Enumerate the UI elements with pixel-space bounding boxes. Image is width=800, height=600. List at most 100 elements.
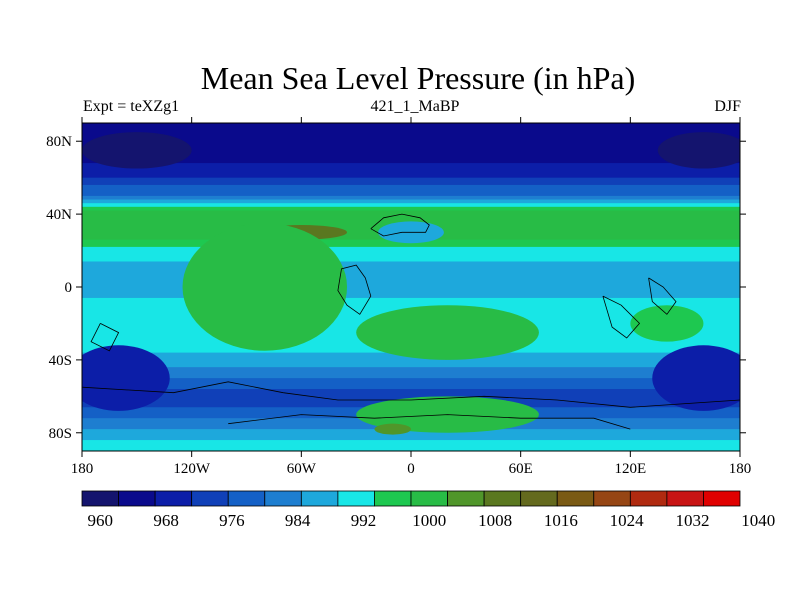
pressure-band xyxy=(82,301,740,306)
pressure-band xyxy=(82,181,740,186)
y-tick-label: 40S xyxy=(49,353,72,369)
x-tick-label: 60W xyxy=(287,461,317,477)
colorbar-swatch xyxy=(374,490,412,507)
pressure-band xyxy=(82,195,740,201)
pressure-band xyxy=(82,246,740,252)
pressure-band xyxy=(82,133,740,139)
pressure-band xyxy=(82,363,740,368)
pressure-band xyxy=(82,265,740,270)
pressure-cell xyxy=(652,345,740,411)
pressure-band xyxy=(82,163,740,168)
pressure-field xyxy=(82,123,740,451)
coastline-segment xyxy=(337,264,372,315)
colorbar-swatch xyxy=(337,490,375,507)
pressure-band xyxy=(82,436,740,441)
colorbar-label: 992 xyxy=(351,511,377,530)
pressure-band xyxy=(82,370,740,376)
coastlines xyxy=(82,213,740,430)
pressure-band xyxy=(82,447,740,451)
colorbar-swatch xyxy=(520,490,558,507)
coastline-segment xyxy=(90,323,120,352)
pressure-cell xyxy=(657,132,740,169)
pressure-band xyxy=(82,385,740,390)
pressure-cell xyxy=(82,345,170,411)
y-tick-label: 40N xyxy=(46,207,72,223)
colorbar-swatch xyxy=(447,490,485,507)
colorbar-swatch xyxy=(410,490,448,507)
colorbar-label: 968 xyxy=(153,511,179,530)
pressure-band xyxy=(82,392,740,397)
pressure-band xyxy=(82,279,740,284)
coastline-segment xyxy=(228,414,631,430)
colorbar-swatch xyxy=(703,490,741,507)
run-label: 421_1_MaBP xyxy=(370,98,460,115)
pressure-band xyxy=(82,378,740,383)
pressure-band xyxy=(82,287,740,292)
pressure-band xyxy=(82,261,740,266)
coastline-segment xyxy=(648,277,677,315)
pressure-band xyxy=(82,144,740,150)
pressure-band xyxy=(82,276,740,281)
pressure-band xyxy=(82,166,740,171)
colorbar-swatch xyxy=(300,490,339,507)
pressure-band xyxy=(82,297,740,303)
colorbar-swatch xyxy=(483,490,522,507)
colorbar-label: 1016 xyxy=(544,511,578,530)
pressure-band xyxy=(82,283,740,288)
pressure-band xyxy=(82,155,740,161)
pressure-band xyxy=(82,148,740,153)
colorbar-swatch xyxy=(666,490,704,507)
pressure-band xyxy=(82,184,740,190)
figure-title: Mean Sea Level Pressure (in hPa) xyxy=(200,60,636,96)
x-tick-label: 180 xyxy=(71,461,94,477)
y-tick-label: 80N xyxy=(46,134,72,150)
pressure-band xyxy=(82,381,740,386)
colorbar-label: 976 xyxy=(219,511,245,530)
x-tick-label: 120E xyxy=(614,461,646,477)
pressure-band xyxy=(82,217,740,222)
coastline-segment xyxy=(602,295,641,339)
pressure-band xyxy=(82,177,740,182)
pressure-band xyxy=(82,126,740,131)
pressure-band xyxy=(82,356,740,361)
pressure-band xyxy=(82,206,740,212)
y-tick-label: 80S xyxy=(49,426,72,442)
colorbar-swatch xyxy=(556,490,595,507)
pressure-band xyxy=(82,188,740,193)
pressure-band xyxy=(82,210,740,215)
axes: 180 120W 60W 0 60E 120E 180 80N 40N 0 40S 80S xyxy=(46,117,751,477)
pressure-band xyxy=(82,367,740,372)
colorbar: 960 968 976 984 992 1000 1008 1016 1024 1032 1040 xyxy=(81,490,775,530)
colorbar-label: 1008 xyxy=(478,511,512,530)
colorbar-label: 1024 xyxy=(610,511,645,530)
colorbar-swatch xyxy=(191,490,229,507)
pressure-band xyxy=(82,174,740,179)
pressure-band xyxy=(82,254,740,259)
x-tick-label: 60E xyxy=(509,461,533,477)
colorbar-swatch xyxy=(154,490,193,507)
pressure-band xyxy=(82,192,740,197)
pressure-band xyxy=(82,243,740,248)
pressure-band xyxy=(82,123,740,128)
pressure-band xyxy=(82,137,740,142)
colorbar-swatch xyxy=(227,490,266,507)
x-tick-label: 0 xyxy=(407,461,415,477)
pressure-band xyxy=(82,268,740,274)
pressure-band xyxy=(82,389,740,394)
colorbar-swatch xyxy=(629,490,668,507)
pressure-band xyxy=(82,152,740,157)
pressure-cell xyxy=(182,223,348,351)
pressure-band xyxy=(82,359,740,365)
pressure-cell xyxy=(374,423,411,435)
pressure-band xyxy=(82,170,740,175)
season-label: DJF xyxy=(714,98,741,115)
pressure-band xyxy=(82,290,740,295)
pressure-cell xyxy=(356,305,539,360)
pressure-cell xyxy=(630,305,704,342)
pressure-band xyxy=(82,272,740,277)
pressure-band xyxy=(82,203,740,208)
pressure-band xyxy=(82,141,740,146)
coastline-segment xyxy=(82,381,740,408)
pressure-band xyxy=(82,294,740,299)
pressure-band xyxy=(82,443,740,448)
